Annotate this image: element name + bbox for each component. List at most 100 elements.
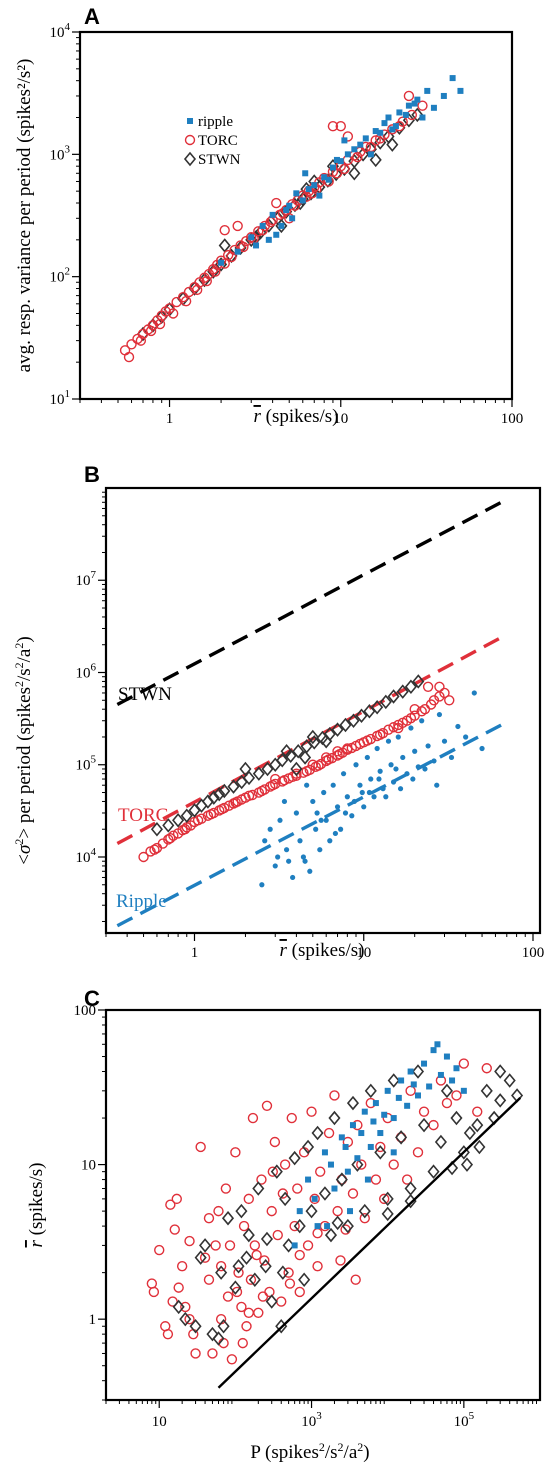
x-tick-label: 10 bbox=[333, 411, 348, 427]
data-point-ripple bbox=[455, 723, 461, 730]
data-point-stwn bbox=[221, 1210, 235, 1226]
data-point-ripple bbox=[407, 1068, 414, 1075]
data-point-stwn bbox=[218, 238, 231, 253]
data-point-torc bbox=[207, 1348, 218, 1359]
data-point-torc bbox=[312, 1227, 323, 1239]
data-point-torc bbox=[192, 815, 204, 826]
data-point-torc bbox=[292, 1183, 303, 1194]
y-tick-label: 105 bbox=[76, 754, 97, 774]
data-point-ripple bbox=[397, 786, 404, 792]
data-point-torc bbox=[444, 695, 455, 706]
data-point-ripple bbox=[430, 104, 437, 111]
data-point-ripple bbox=[318, 817, 324, 823]
data-point-ripple bbox=[277, 817, 283, 823]
panel-a: A 1 10 100 101 102 103 104 r (spikes/s) avg. resp… bbox=[14, 4, 523, 427]
data-point-ripple bbox=[364, 1176, 371, 1183]
x-axis-label: r (spikes/s) bbox=[254, 406, 339, 427]
data-point-stwn bbox=[239, 761, 252, 777]
data-point-torc bbox=[370, 1174, 382, 1185]
data-point-stwn bbox=[503, 1073, 516, 1088]
data-point-torc bbox=[383, 724, 394, 735]
data-point-torc bbox=[289, 1220, 300, 1232]
data-point-torc bbox=[259, 1255, 270, 1266]
data-point-stwn bbox=[494, 1093, 507, 1108]
data-point-torc bbox=[199, 1252, 211, 1263]
data-point-stwn bbox=[369, 152, 382, 168]
data-point-ripple bbox=[353, 762, 359, 768]
data-point-torc bbox=[241, 1321, 252, 1332]
data-point-torc bbox=[335, 1255, 346, 1266]
data-point-torc bbox=[332, 1205, 343, 1217]
data-point-torc bbox=[226, 1354, 238, 1365]
data-point-ripple bbox=[286, 202, 293, 209]
data-point-ripple bbox=[314, 1223, 321, 1230]
data-point-stwn bbox=[324, 1227, 338, 1243]
data-point-stwn bbox=[213, 786, 226, 802]
data-point-torc bbox=[270, 773, 281, 785]
data-point-stwn bbox=[357, 147, 370, 162]
data-point-stwn bbox=[218, 783, 231, 799]
data-point-stwn bbox=[331, 1215, 344, 1231]
data-point-ripple bbox=[368, 776, 374, 782]
data-point-torc bbox=[180, 1301, 191, 1313]
data-point-ripple bbox=[364, 754, 370, 761]
data-point-stwn bbox=[232, 1258, 245, 1274]
data-point-stwn bbox=[379, 694, 392, 710]
data-point-ripple bbox=[449, 75, 456, 82]
data-point-torc bbox=[171, 1193, 182, 1205]
data-point-stwn bbox=[162, 818, 175, 833]
y-tick-label: 106 bbox=[76, 661, 97, 681]
data-point-torc bbox=[379, 1193, 390, 1205]
data-point-ripple bbox=[323, 817, 329, 823]
data-point-ripple bbox=[344, 151, 351, 158]
data-point-torc bbox=[257, 1291, 269, 1302]
data-point-torc bbox=[350, 1274, 361, 1285]
data-point-torc bbox=[145, 325, 157, 337]
data-point-ripple bbox=[311, 1195, 318, 1202]
data-point-stwn bbox=[215, 257, 228, 272]
data-point-stwn bbox=[235, 1203, 248, 1219]
data-point-torc bbox=[220, 1183, 232, 1194]
data-point-stwn bbox=[460, 1157, 474, 1172]
data-point-ripple bbox=[310, 798, 316, 805]
data-point-torc bbox=[222, 1291, 234, 1302]
x-axis-label: r (spikes/s) bbox=[280, 940, 365, 961]
data-point-ripple bbox=[367, 151, 374, 158]
data-point-torc bbox=[135, 335, 147, 346]
data-point-ripple bbox=[321, 789, 327, 796]
data-point-ripple bbox=[262, 838, 268, 844]
x-tick-label: 100 bbox=[522, 945, 545, 961]
data-point-ripple bbox=[390, 779, 397, 785]
data-point-stwn bbox=[199, 1238, 212, 1253]
data-point-torc bbox=[256, 785, 268, 797]
data-point-ripple bbox=[402, 111, 409, 118]
data-point-stwn bbox=[374, 135, 387, 150]
data-point-torc bbox=[294, 1249, 305, 1261]
data-point-ripple bbox=[273, 231, 280, 238]
data-point-ripple bbox=[286, 858, 292, 864]
data-point-stwn bbox=[412, 674, 425, 689]
data-point-stwn bbox=[276, 1265, 289, 1280]
y-axis-label: avg. resp. variance per period (spikes²/… bbox=[14, 59, 35, 373]
data-point-ripple bbox=[398, 1077, 405, 1084]
data-point-torc bbox=[405, 712, 417, 724]
data-point-stwn bbox=[339, 717, 352, 733]
data-point-ripple bbox=[419, 718, 425, 724]
data-point-torc bbox=[277, 1188, 289, 1199]
data-point-torc bbox=[203, 1212, 215, 1224]
data-point-ripple bbox=[314, 810, 320, 816]
data-point-stwn bbox=[172, 1299, 185, 1315]
data-point-torc bbox=[403, 90, 415, 102]
data-point-ripple bbox=[269, 211, 276, 218]
data-point-torc bbox=[418, 1106, 430, 1117]
data-point-ripple bbox=[302, 170, 309, 177]
data-point-stwn bbox=[328, 1110, 341, 1126]
data-point-torc bbox=[201, 275, 212, 287]
data-point-torc bbox=[272, 1229, 283, 1241]
data-point-ripple bbox=[305, 1176, 312, 1183]
data-point-torc bbox=[231, 1286, 243, 1298]
data-point-torc bbox=[356, 1159, 367, 1170]
data-point-stwn bbox=[338, 161, 351, 177]
data-point-torc bbox=[323, 754, 334, 765]
data-point-stwn bbox=[341, 1218, 354, 1234]
